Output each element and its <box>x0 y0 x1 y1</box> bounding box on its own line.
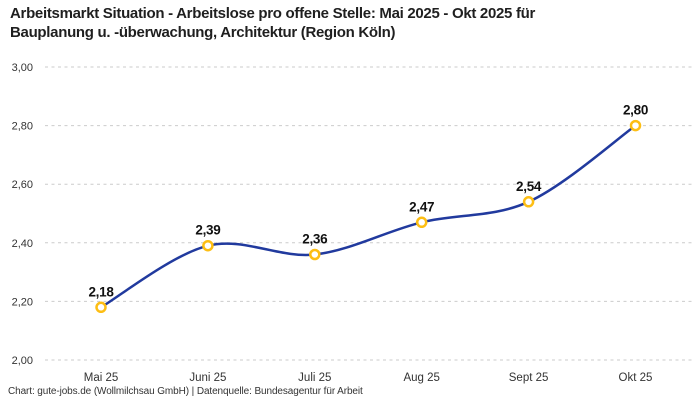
y-tick-label: 2,80 <box>12 121 33 133</box>
x-tick-label: Okt 25 <box>619 372 653 384</box>
chart-title: Arbeitsmarkt Situation - Arbeitslose pro… <box>10 4 690 42</box>
chart-title-line2: Bauplanung u. -überwachung, Architektur … <box>10 24 396 41</box>
x-tick-label: Sept 25 <box>509 372 549 384</box>
point-value-label: 2,36 <box>302 232 328 247</box>
point-value-label: 2,47 <box>409 199 434 214</box>
chart-title-line1: Arbeitsmarkt Situation - Arbeitslose pro… <box>10 5 536 22</box>
y-tick-label: 2,20 <box>12 296 33 308</box>
point-value-label: 2,80 <box>623 103 648 118</box>
data-point-marker <box>309 248 321 261</box>
x-tick-label: Mai 25 <box>84 372 119 384</box>
series-line <box>99 124 637 309</box>
y-tick-label: 2,40 <box>12 238 33 250</box>
x-tick-label: Juli 25 <box>298 372 331 384</box>
data-point-marker <box>629 119 642 132</box>
point-value-label: 2,54 <box>516 179 542 194</box>
chart-footer: Chart: gute-jobs.de (Wollmilchsau GmbH) … <box>8 386 363 397</box>
data-point-marker <box>202 239 214 252</box>
y-tick-label: 3,00 <box>12 62 33 74</box>
data-point-marker <box>415 216 428 229</box>
point-value-label: 2,18 <box>88 284 114 299</box>
x-tick-label: Juni 25 <box>189 372 226 384</box>
y-tick-label: 2,60 <box>12 179 33 191</box>
y-tick-label: 2,00 <box>12 355 33 367</box>
data-point-marker <box>522 196 535 208</box>
data-point-marker <box>95 301 107 314</box>
point-value-label: 2,39 <box>195 223 220 238</box>
x-tick-label: Aug 25 <box>403 372 439 384</box>
